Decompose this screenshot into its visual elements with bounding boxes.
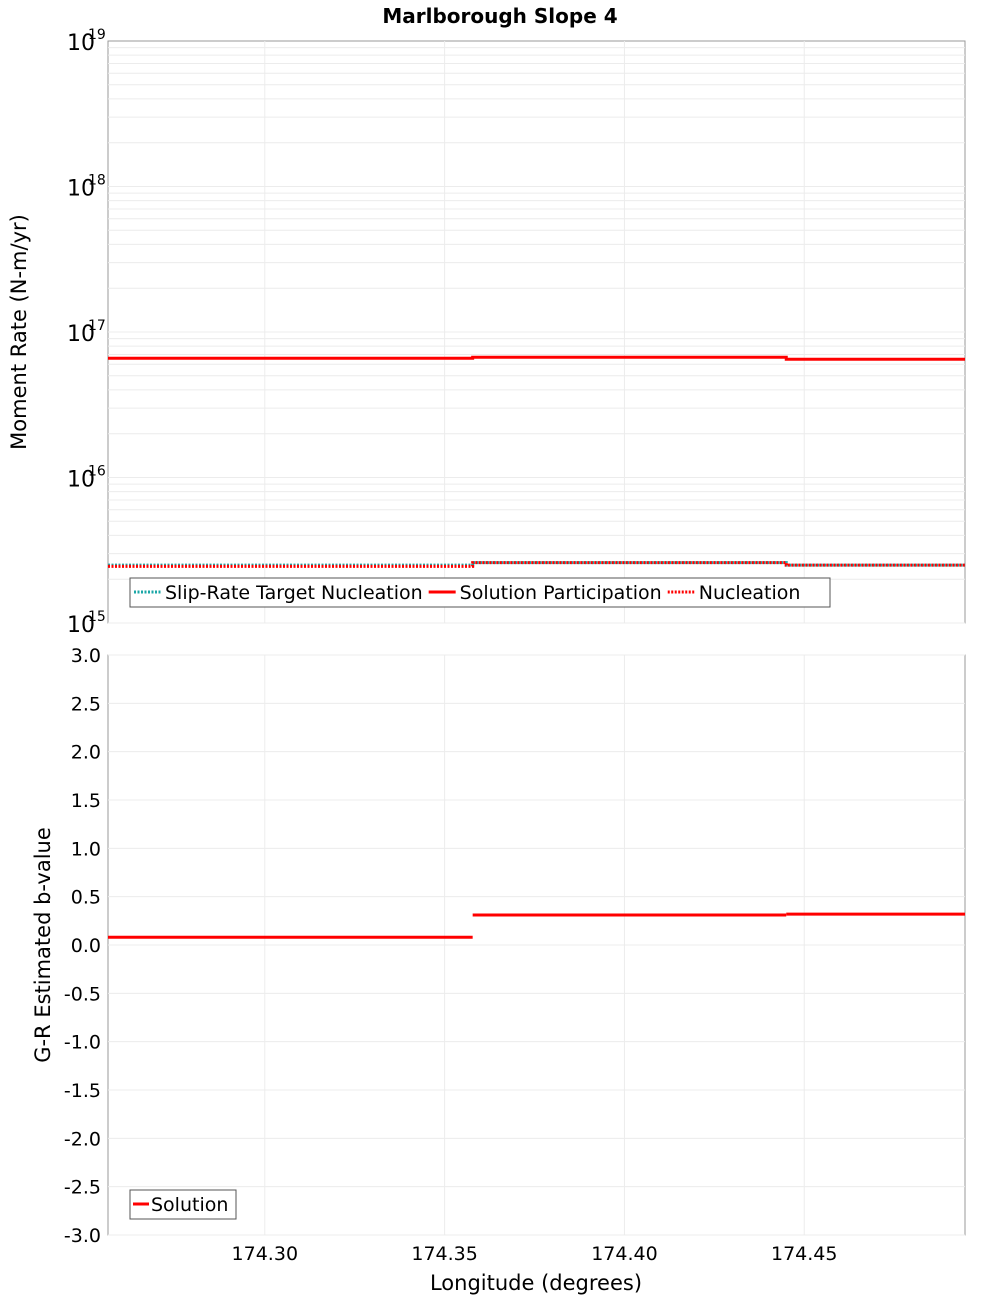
legend-label: Slip-Rate Target Nucleation (165, 582, 423, 604)
series-nucleation (108, 561, 965, 568)
y-tick-label-bottom: 2.5 (71, 693, 101, 715)
series-solution-participation (108, 355, 965, 361)
legend-bottom: Solution (129, 1189, 237, 1220)
y-tick-exponent: 16 (88, 464, 106, 480)
y-tick-base: 10 (67, 31, 95, 56)
x-tick-label: 174.30 (232, 1243, 298, 1265)
legend-box (129, 577, 831, 608)
legend-top: Slip-Rate Target Nucleation Solution Part… (129, 577, 831, 608)
y-tick-base: 10 (67, 177, 95, 202)
y-tick-label-bottom: -2.0 (64, 1128, 101, 1150)
y-tick-exponent: 17 (88, 318, 106, 334)
legend-label: Solution Participation (460, 582, 662, 604)
y-tick-base: 10 (67, 468, 95, 493)
y-axis-label-top: Moment Rate (N-m/yr) (7, 214, 31, 450)
legend-box (129, 1189, 237, 1220)
y-tick-label-bottom: 2.0 (71, 742, 101, 764)
y-tick-label-bottom: 0.5 (71, 887, 101, 909)
y-tick-base: 10 (67, 613, 95, 638)
y-tick-base: 10 (67, 322, 95, 347)
x-tick-label: 174.45 (771, 1243, 837, 1265)
y-tick-exponent: 19 (88, 27, 106, 43)
legend-label: Nucleation (699, 582, 801, 604)
y-tick-label-bottom: 3.0 (71, 645, 101, 667)
y-tick-exponent: 15 (88, 609, 106, 625)
y-tick-label-bottom: 0.0 (71, 935, 101, 957)
chart-title: Marlborough Slope 4 (382, 4, 617, 28)
y-tick-label-bottom: -2.5 (64, 1177, 101, 1199)
x-tick-label: 174.35 (411, 1243, 477, 1265)
y-tick-label-bottom: 1.0 (71, 838, 101, 860)
legend-label: Solution (151, 1194, 228, 1216)
x-axis-label: Longitude (degrees) (430, 1271, 642, 1295)
x-tick-label: 174.40 (591, 1243, 657, 1265)
y-tick-exponent: 18 (88, 173, 106, 189)
y-tick-label-bottom: -0.5 (64, 983, 101, 1005)
y-axis-label-bottom: G-R Estimated b-value (31, 827, 55, 1063)
y-tick-label-bottom: 1.5 (71, 790, 101, 812)
y-tick-label-bottom: -1.5 (64, 1080, 101, 1102)
y-tick-label-bottom: -1.0 (64, 1032, 101, 1054)
y-tick-label-bottom: -3.0 (64, 1225, 101, 1247)
